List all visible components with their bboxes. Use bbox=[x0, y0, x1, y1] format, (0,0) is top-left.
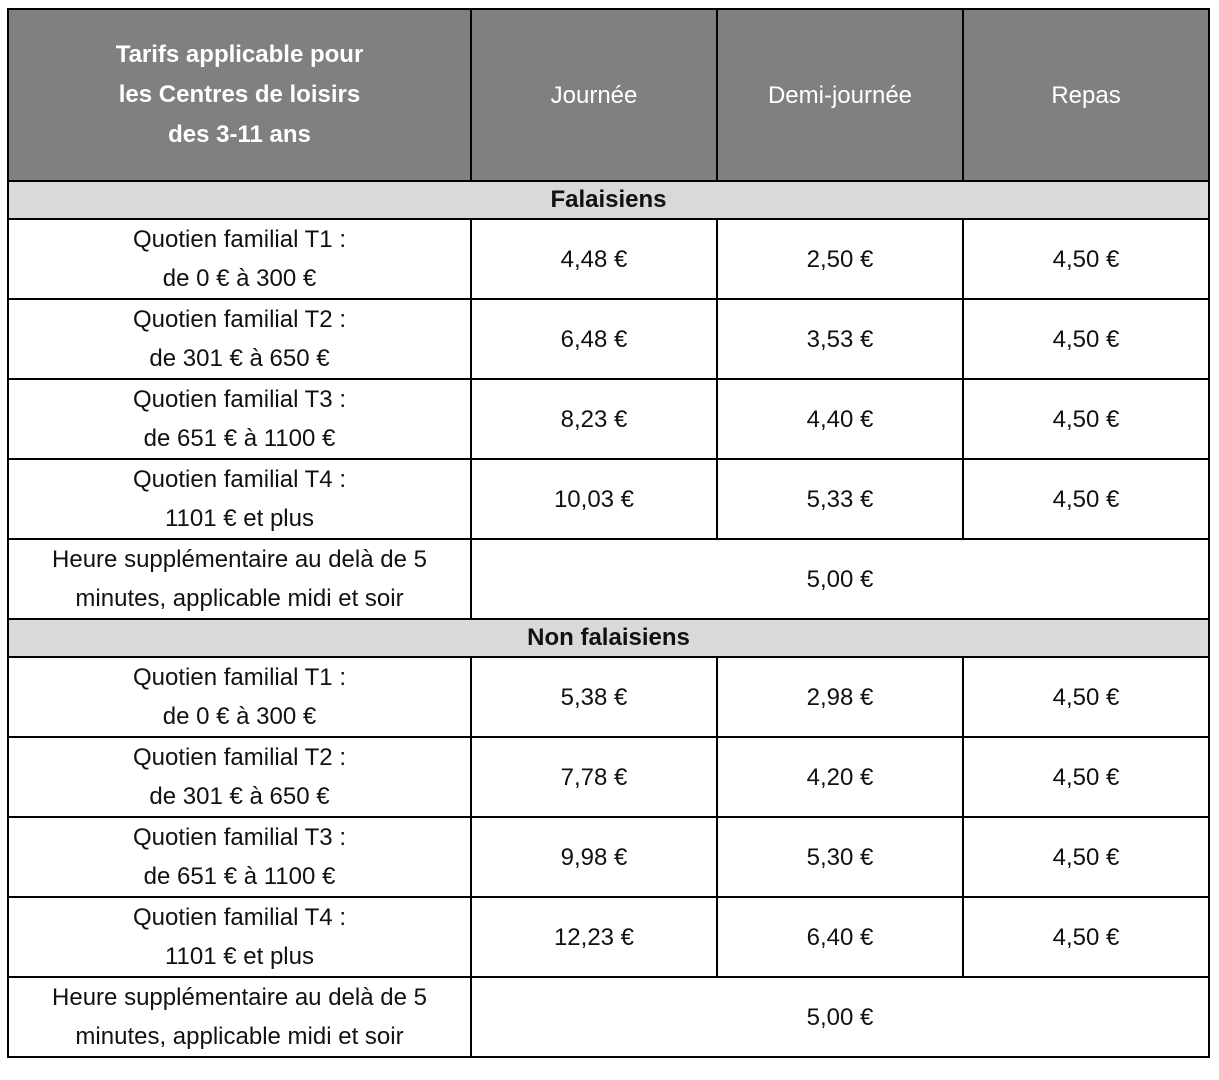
table-row: Quotien familial T1 : de 0 € à 300 € 4,4… bbox=[7, 218, 1210, 300]
extra-hour-label-line-1: Heure supplémentaire au delà de 5 bbox=[52, 984, 427, 1011]
cell-journee: 8,23 € bbox=[470, 378, 718, 460]
cell-demi-journee: 5,30 € bbox=[716, 816, 964, 898]
extra-hour-label-line-1: Heure supplémentaire au delà de 5 bbox=[52, 546, 427, 573]
extra-hour-label: Heure supplémentaire au delà de 5 minute… bbox=[7, 976, 472, 1058]
row-label-line-1: Quotien familial T1 : bbox=[133, 664, 346, 691]
cell-demi-journee: 6,40 € bbox=[716, 896, 964, 978]
row-label-line-2: 1101 € et plus bbox=[164, 505, 314, 532]
extra-hour-label-line-2: minutes, applicable midi et soir bbox=[75, 585, 404, 612]
table-row: Quotien familial T4 : 1101 € et plus 10,… bbox=[7, 458, 1210, 540]
tarifs-table: Tarifs applicable pour les Centres de lo… bbox=[7, 8, 1210, 1058]
cell-demi-journee: 5,33 € bbox=[716, 458, 964, 540]
row-label: Quotien familial T1 : de 0 € à 300 € bbox=[7, 218, 472, 300]
cell-journee: 10,03 € bbox=[470, 458, 718, 540]
row-label: Quotien familial T4 : 1101 € et plus bbox=[7, 458, 472, 540]
row-label-line-1: Quotien familial T2 : bbox=[133, 744, 346, 771]
cell-demi-journee: 2,98 € bbox=[716, 656, 964, 738]
extra-hour-value: 5,00 € bbox=[470, 976, 1210, 1058]
group-row-non-falaisiens: Non falaisiens bbox=[7, 618, 1210, 658]
cell-journee: 7,78 € bbox=[470, 736, 718, 818]
row-label-line-2: de 301 € à 650 € bbox=[149, 783, 330, 810]
row-label-line-1: Quotien familial T3 : bbox=[133, 824, 346, 851]
header-title-cell: Tarifs applicable pour les Centres de lo… bbox=[7, 8, 472, 182]
extra-hour-label-line-2: minutes, applicable midi et soir bbox=[75, 1023, 404, 1050]
header-repas: Repas bbox=[962, 8, 1210, 182]
row-label-line-2: 1101 € et plus bbox=[164, 943, 314, 970]
cell-journee: 4,48 € bbox=[470, 218, 718, 300]
table-row: Quotien familial T4 : 1101 € et plus 12,… bbox=[7, 896, 1210, 978]
table-row: Quotien familial T1 : de 0 € à 300 € 5,3… bbox=[7, 656, 1210, 738]
row-label-line-2: de 0 € à 300 € bbox=[162, 265, 317, 292]
row-label: Quotien familial T2 : de 301 € à 650 € bbox=[7, 298, 472, 380]
cell-repas: 4,50 € bbox=[962, 298, 1210, 380]
extra-hour-row: Heure supplémentaire au delà de 5 minute… bbox=[7, 976, 1210, 1058]
cell-repas: 4,50 € bbox=[962, 218, 1210, 300]
cell-repas: 4,50 € bbox=[962, 378, 1210, 460]
row-label-line-1: Quotien familial T4 : bbox=[133, 466, 346, 493]
row-label: Quotien familial T3 : de 651 € à 1100 € bbox=[7, 378, 472, 460]
header-title-line-3: des 3-11 ans bbox=[168, 121, 311, 148]
extra-hour-label: Heure supplémentaire au delà de 5 minute… bbox=[7, 538, 472, 620]
row-label: Quotien familial T1 : de 0 € à 300 € bbox=[7, 656, 472, 738]
row-label-line-1: Quotien familial T4 : bbox=[133, 904, 346, 931]
cell-demi-journee: 4,20 € bbox=[716, 736, 964, 818]
table-row: Quotien familial T2 : de 301 € à 650 € 7… bbox=[7, 736, 1210, 818]
header-title-line-1: Tarifs applicable pour bbox=[115, 41, 364, 68]
row-label-line-2: de 651 € à 1100 € bbox=[143, 863, 336, 890]
extra-hour-value: 5,00 € bbox=[470, 538, 1210, 620]
cell-demi-journee: 2,50 € bbox=[716, 218, 964, 300]
cell-journee: 5,38 € bbox=[470, 656, 718, 738]
cell-repas: 4,50 € bbox=[962, 816, 1210, 898]
cell-journee: 12,23 € bbox=[470, 896, 718, 978]
cell-demi-journee: 4,40 € bbox=[716, 378, 964, 460]
header-demi-journee: Demi-journée bbox=[716, 8, 964, 182]
cell-repas: 4,50 € bbox=[962, 736, 1210, 818]
header-journee: Journée bbox=[470, 8, 718, 182]
row-label: Quotien familial T2 : de 301 € à 650 € bbox=[7, 736, 472, 818]
group-label: Non falaisiens bbox=[7, 618, 1210, 658]
cell-journee: 6,48 € bbox=[470, 298, 718, 380]
row-label-line-1: Quotien familial T2 : bbox=[133, 306, 346, 333]
row-label-line-1: Quotien familial T3 : bbox=[133, 386, 346, 413]
cell-demi-journee: 3,53 € bbox=[716, 298, 964, 380]
row-label: Quotien familial T3 : de 651 € à 1100 € bbox=[7, 816, 472, 898]
group-row-falaisiens: Falaisiens bbox=[7, 180, 1210, 220]
row-label-line-2: de 0 € à 300 € bbox=[162, 703, 317, 730]
row-label-line-2: de 301 € à 650 € bbox=[149, 345, 330, 372]
table-row: Quotien familial T3 : de 651 € à 1100 € … bbox=[7, 816, 1210, 898]
group-label: Falaisiens bbox=[7, 180, 1210, 220]
table-row: Quotien familial T2 : de 301 € à 650 € 6… bbox=[7, 298, 1210, 380]
header-title-line-2: les Centres de loisirs bbox=[118, 81, 361, 108]
table-row: Quotien familial T3 : de 651 € à 1100 € … bbox=[7, 378, 1210, 460]
row-label-line-2: de 651 € à 1100 € bbox=[143, 425, 336, 452]
cell-repas: 4,50 € bbox=[962, 458, 1210, 540]
cell-journee: 9,98 € bbox=[470, 816, 718, 898]
row-label-line-1: Quotien familial T1 : bbox=[133, 226, 346, 253]
extra-hour-row: Heure supplémentaire au delà de 5 minute… bbox=[7, 538, 1210, 620]
row-label: Quotien familial T4 : 1101 € et plus bbox=[7, 896, 472, 978]
cell-repas: 4,50 € bbox=[962, 896, 1210, 978]
header-row: Tarifs applicable pour les Centres de lo… bbox=[7, 8, 1210, 182]
cell-repas: 4,50 € bbox=[962, 656, 1210, 738]
